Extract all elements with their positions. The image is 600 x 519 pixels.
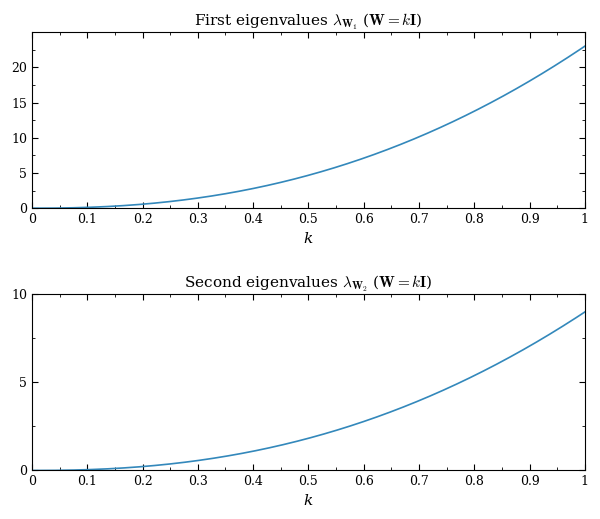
Title: First eigenvalues $\lambda_{\mathbf{W}_1}$ ($\mathbf{W} = k\mathbf{I}$): First eigenvalues $\lambda_{\mathbf{W}_1… bbox=[194, 11, 423, 32]
X-axis label: k: k bbox=[304, 231, 313, 245]
Title: Second eigenvalues $\lambda_{\mathbf{W}_2}$ ($\mathbf{W} = k\mathbf{I}$): Second eigenvalues $\lambda_{\mathbf{W}_… bbox=[184, 274, 433, 294]
X-axis label: k: k bbox=[304, 494, 313, 508]
